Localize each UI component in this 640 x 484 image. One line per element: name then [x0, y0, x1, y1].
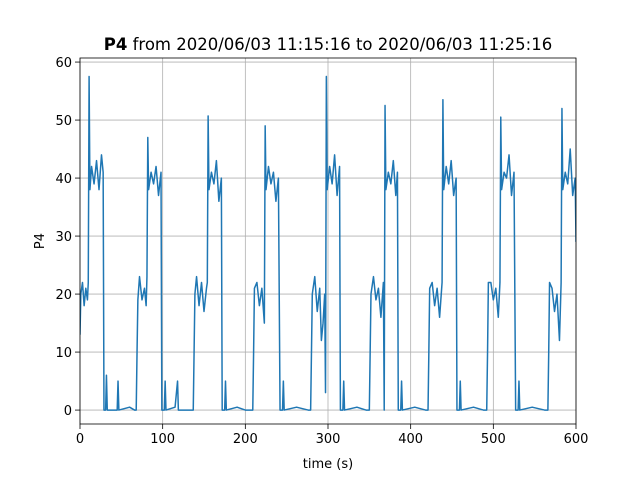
- x-tick-label: 100: [150, 432, 175, 447]
- y-axis-label: P4: [33, 233, 48, 249]
- y-tick-label: 0: [64, 404, 72, 419]
- x-tick-label: 200: [233, 432, 258, 447]
- y-tick-label: 20: [55, 288, 72, 303]
- y-tick-label: 50: [55, 114, 72, 129]
- y-tick-label: 10: [55, 346, 72, 361]
- data-line: [80, 75, 576, 411]
- title-name: P4: [104, 35, 128, 54]
- y-tick-label: 40: [55, 172, 72, 187]
- x-tick-label: 600: [564, 432, 589, 447]
- plot-frame: [79, 57, 577, 425]
- chart-title: P4 from 2020/06/03 11:15:16 to 2020/06/0…: [104, 35, 552, 54]
- x-tick-label: 300: [316, 432, 341, 447]
- x-axis-label: time (s): [303, 457, 353, 472]
- x-tick-label: 500: [481, 432, 506, 447]
- x-tick-label: 400: [398, 432, 423, 447]
- x-tick-label: 0: [76, 432, 84, 447]
- title-text: from 2020/06/03 11:15:16 to 2020/06/03 1…: [133, 35, 553, 54]
- y-tick-label: 30: [55, 230, 72, 245]
- y-tick-label: 60: [55, 56, 72, 71]
